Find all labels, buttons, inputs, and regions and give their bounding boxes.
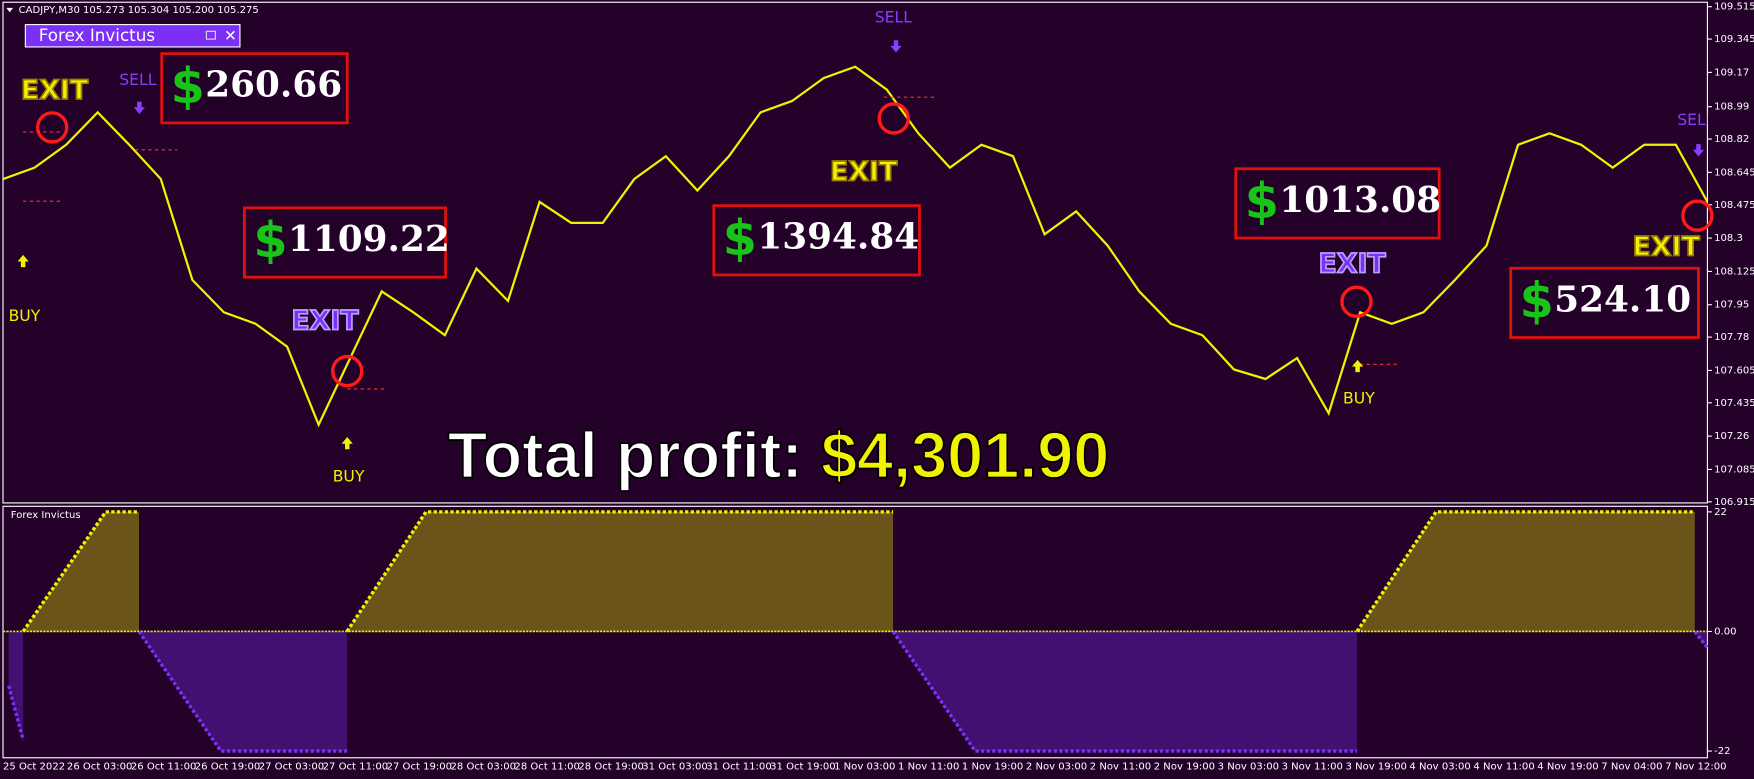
y-tick-label: 106.915 <box>1714 497 1754 508</box>
signal-label: EXIT <box>830 157 898 188</box>
price-frame <box>2 1 1708 504</box>
panel-title: Forex Invictus <box>39 25 155 45</box>
x-tick-label: 26 Oct 11:00 <box>131 762 197 773</box>
y-tick-label: 108.99 <box>1714 102 1749 113</box>
indicator-line <box>345 510 894 633</box>
signal-label: EXIT <box>1633 232 1701 263</box>
x-tick-label: 28 Oct 03:00 <box>451 762 517 773</box>
total-label: Total profit: <box>448 419 803 492</box>
x-tick-label: 28 Oct 19:00 <box>578 762 644 773</box>
profit-amount: 1013.08 <box>1279 179 1441 221</box>
x-tick-label: 31 Oct 11:00 <box>706 762 772 773</box>
signal-label: BUY <box>333 467 365 486</box>
indicator-fill <box>139 631 348 752</box>
x-tick-label: 3 Nov 11:00 <box>1282 762 1343 773</box>
symbol-line: CADJPY,M30 105.273 105.304 105.200 105.2… <box>19 5 259 16</box>
y-tick-label: 108.3 <box>1714 233 1743 244</box>
currency: $ <box>1245 172 1279 230</box>
x-tick-label: 28 Oct 11:00 <box>514 762 580 773</box>
close-button[interactable] <box>225 30 235 40</box>
x-tick-label: 1 Nov 19:00 <box>962 762 1023 773</box>
y-tick-label: 109.515 <box>1714 2 1754 13</box>
y-tick-label: 109.17 <box>1714 67 1749 78</box>
x-tick-label: 3 Nov 03:00 <box>1218 762 1279 773</box>
stop-lines <box>23 96 1398 390</box>
restore-button[interactable] <box>205 30 216 40</box>
signal-label: EXIT <box>1318 248 1386 279</box>
profit-amount: 1394.84 <box>757 216 919 258</box>
indicator-plot <box>3 510 1709 753</box>
y-tick-label: 108.645 <box>1714 167 1754 178</box>
panel-title-box[interactable] <box>24 24 241 48</box>
profit-amount: 260.66 <box>205 64 342 106</box>
total-profit: Total profit: $4,301.90 <box>448 419 1110 492</box>
y-tick-label: 108.475 <box>1714 200 1754 211</box>
exit-circles <box>35 102 1714 388</box>
x-tick-label: 1 Nov 11:00 <box>898 762 959 773</box>
y-tick-label: 107.435 <box>1714 398 1754 409</box>
y-tick-label: 107.26 <box>1714 431 1749 442</box>
profit-amount: 1109.22 <box>288 218 450 260</box>
x-tick-label: 2 Nov 11:00 <box>1090 762 1151 773</box>
y-tick-label: 0.00 <box>1714 626 1736 637</box>
x-tick-label: 26 Oct 19:00 <box>195 762 261 773</box>
indicator-fill <box>23 511 140 632</box>
signal-label: SELL <box>119 70 156 89</box>
x-tick-label: 25 Oct 2022 <box>3 762 65 773</box>
y-tick-label: 107.605 <box>1714 365 1754 376</box>
x-tick-label: 1 Nov 03:00 <box>834 762 895 773</box>
x-tick-label: 4 Nov 11:00 <box>1473 762 1534 773</box>
signal-label: EXIT <box>21 75 89 106</box>
total-amount: $4,301.90 <box>821 419 1109 492</box>
x-tick-label: 3 Nov 19:00 <box>1346 762 1407 773</box>
indicator-line <box>1693 630 1709 649</box>
currency: $ <box>171 57 205 115</box>
x-tick-label: 2 Nov 03:00 <box>1026 762 1087 773</box>
y-tick-label: 107.95 <box>1714 300 1749 311</box>
indicator-fill <box>893 631 1358 752</box>
x-tick-label: 4 Nov 03:00 <box>1409 762 1470 773</box>
currency: $ <box>1520 272 1554 330</box>
menu-arrow[interactable] <box>6 7 14 13</box>
indicator-fill <box>1357 511 1695 632</box>
signal-label: SELL <box>1677 110 1714 129</box>
profit-amount: 524.10 <box>1554 278 1691 320</box>
y-tick-label: 22 <box>1714 507 1727 518</box>
x-tick-label: 27 Oct 03:00 <box>259 762 325 773</box>
indicator-title: Forex Invictus <box>11 510 81 521</box>
indicator-line <box>891 630 1358 753</box>
x-tick-label: 31 Oct 19:00 <box>770 762 836 773</box>
y-tick-label: 108.125 <box>1714 266 1754 277</box>
indicator-fill <box>347 511 894 632</box>
indicator-line <box>7 685 25 741</box>
x-tick-label: 27 Oct 19:00 <box>387 762 453 773</box>
signal-label: EXIT <box>291 305 359 336</box>
y-tick-label: 107.085 <box>1714 464 1754 475</box>
signal-label: BUY <box>9 306 41 325</box>
x-tick-label: 7 Nov 12:00 <box>1665 762 1726 773</box>
x-tick-label: 31 Oct 03:00 <box>642 762 708 773</box>
indicator-line <box>1355 510 1695 633</box>
price-plot <box>3 65 1708 428</box>
y-tick-label: -22 <box>1714 746 1730 757</box>
signal-label: SELL <box>875 7 912 26</box>
currency: $ <box>723 209 757 267</box>
signal-label: BUY <box>1343 389 1375 408</box>
x-tick-label: 27 Oct 11:00 <box>323 762 389 773</box>
y-tick-label: 108.82 <box>1714 134 1749 145</box>
profit-boxes: $ 260.66 $ 1109.22 $ 1394.84 $ 1013.08 $… <box>160 52 1700 339</box>
x-tick-label: 26 Oct 03:00 <box>67 762 133 773</box>
price-line <box>3 65 1708 428</box>
x-tick-label: 2 Nov 19:00 <box>1154 762 1215 773</box>
y-tick-label: 109.345 <box>1714 34 1754 45</box>
x-tick-label: 7 Nov 04:00 <box>1601 762 1662 773</box>
axes: 106.915 107.085 107.26 107.435 107.605 107.78… <box>3 2 1754 773</box>
indicator-fill <box>8 631 24 741</box>
x-tick-label: 4 Nov 19:00 <box>1537 762 1598 773</box>
currency: $ <box>253 211 287 269</box>
y-tick-label: 107.78 <box>1714 332 1749 343</box>
